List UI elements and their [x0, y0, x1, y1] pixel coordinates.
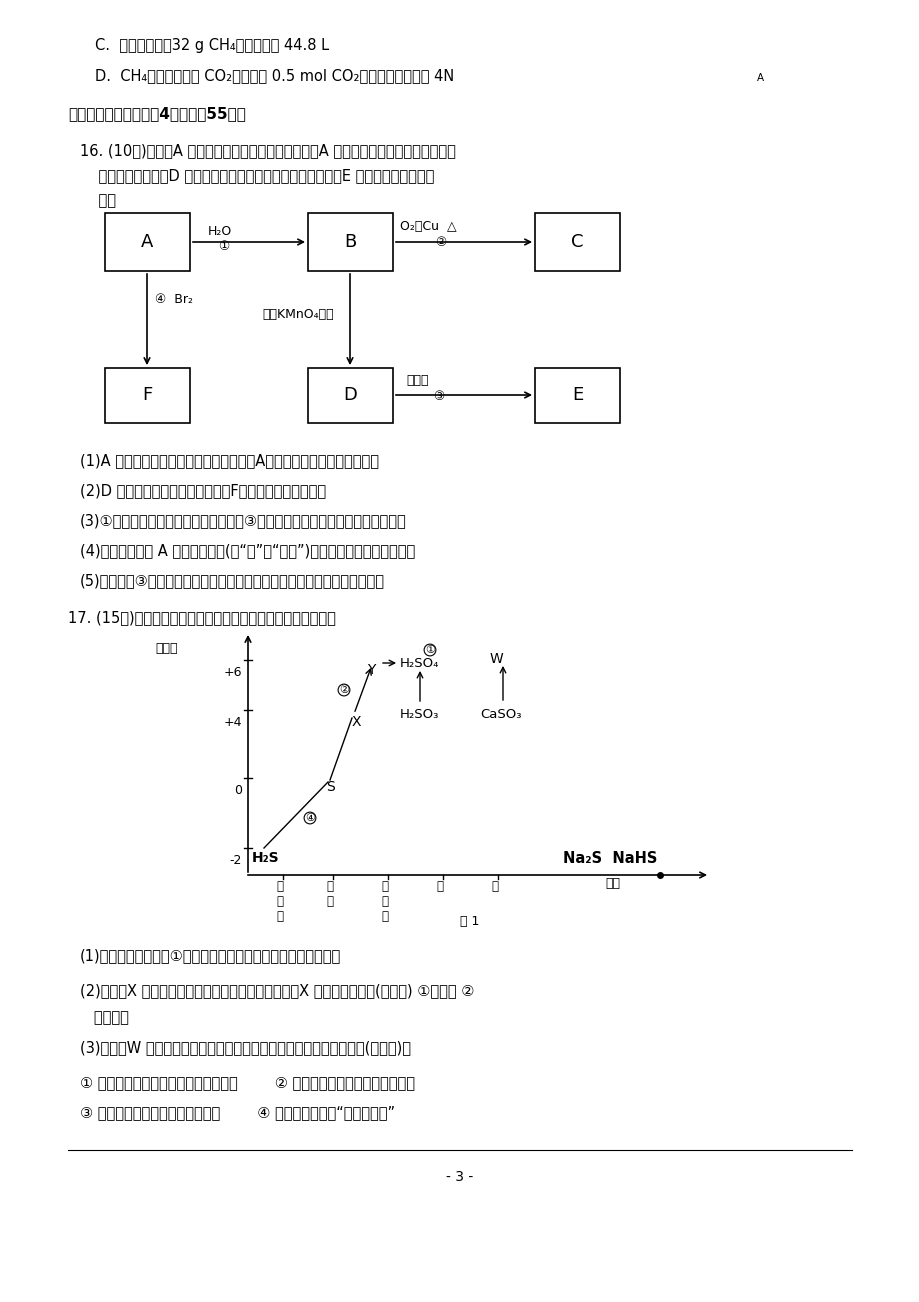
Text: 物。: 物。 [80, 193, 116, 208]
Text: (3)图中，W 在医疗上可用作石膏绢带，关于它的用途还有＿＿＿＿＿(填数字)。: (3)图中，W 在医疗上可用作石膏绢带，关于它的用途还有＿＿＿＿＿(填数字)。 [80, 1040, 411, 1055]
Text: ③: ③ [433, 391, 444, 404]
Text: (2)图中，X 的化学式为＿＿＿＿＿，从化合价上看，X 具有＿＿＿＿＿(填数字) ①氧化性 ②: (2)图中，X 的化学式为＿＿＿＿＿，从化合价上看，X 具有＿＿＿＿＿(填数字)… [80, 983, 474, 999]
Text: S: S [325, 780, 335, 794]
Text: - 3 -: - 3 - [446, 1170, 473, 1184]
Bar [308, 368, 392, 423]
Text: D: D [343, 387, 357, 405]
Text: X: X [352, 715, 361, 729]
Text: Y: Y [367, 663, 375, 677]
Text: 化合价: 化合价 [154, 642, 177, 655]
Text: E: E [572, 387, 583, 405]
Text: (2)D 的结构简式是＿＿＿＿＿＿；F的名称是＿＿＿＿＿。: (2)D 的结构简式是＿＿＿＿＿＿；F的名称是＿＿＿＿＿。 [80, 483, 325, 497]
Text: 氧
化
物: 氧 化 物 [380, 880, 388, 923]
Text: +4: +4 [223, 716, 242, 729]
Text: F: F [142, 387, 153, 405]
Text: H₂SO₄: H₂SO₄ [400, 658, 439, 671]
Text: 盐: 盐 [491, 880, 497, 893]
Text: 17. (15分)依据图中硫元素及其化合物的转化关系，回答问题：: 17. (15分)依据图中硫元素及其化合物的转化关系，回答问题： [68, 611, 335, 625]
Text: C.  标准状况下，32 g CH₄的体积约为 44.8 L: C. 标准状况下，32 g CH₄的体积约为 44.8 L [95, 38, 329, 53]
Text: 浓硬酸: 浓硬酸 [405, 374, 428, 387]
Text: 图 1: 图 1 [460, 915, 479, 928]
Text: -2: -2 [230, 854, 242, 867]
Text: 二、非选择题，本题共4小题，全55分。: 二、非选择题，本题共4小题，全55分。 [68, 105, 245, 121]
Text: ②: ② [435, 236, 446, 249]
Text: (1)图中，请写出反应①的离子方程式＿＿＿＿＿＿＿＿＿＿＿。: (1)图中，请写出反应①的离子方程式＿＿＿＿＿＿＿＿＿＿＿。 [80, 948, 341, 963]
Text: H₂SO₃: H₂SO₃ [400, 708, 439, 721]
Bar [105, 368, 190, 423]
Text: ④  Br₂: ④ Br₂ [154, 293, 193, 306]
Text: 酸: 酸 [436, 880, 443, 893]
Bar [535, 368, 619, 423]
Text: (5)写出反应③的化学方程式：＿＿＿＿＿＿＿＿＿＿＿＿＿＿＿＿＿＿＿。: (5)写出反应③的化学方程式：＿＿＿＿＿＿＿＿＿＿＿＿＿＿＿＿＿＿＿。 [80, 573, 384, 589]
Text: ③ 在美术上，可用来制作各种模型        ④ 在日常生活中，“卤水点豆腐”: ③ 在美术上，可用来制作各种模型 ④ 在日常生活中，“卤水点豆腐” [80, 1105, 394, 1120]
Text: C: C [571, 233, 584, 251]
Text: A: A [142, 233, 153, 251]
Bar [308, 214, 392, 271]
Text: (4)当甲烷中混有 A 时，＿＿＿＿(填“能”或“不能”)用酸性高锴酸钔溢液除去。: (4)当甲烷中混有 A 时，＿＿＿＿(填“能”或“不能”)用酸性高锴酸钔溢液除去… [80, 543, 414, 559]
Text: ① 在工业上，可来调节水泥的硬化速率        ② 在食品中，可用来作营养强化剂: ① 在工业上，可来调节水泥的硬化速率 ② 在食品中，可用来作营养强化剂 [80, 1075, 414, 1090]
Text: ①: ① [218, 240, 229, 253]
Text: 油化工发展水平，D 是日常生活中常用的调味品的主要成分，E 是具有果香味的有机: 油化工发展水平，D 是日常生活中常用的调味品的主要成分，E 是具有果香味的有机 [80, 168, 434, 184]
Text: 还原性。: 还原性。 [80, 1010, 129, 1025]
Text: A: A [756, 73, 764, 83]
Text: H₂S: H₂S [252, 852, 279, 865]
Text: H₂O: H₂O [208, 225, 232, 238]
Text: Na₂S  NaHS: Na₂S NaHS [562, 852, 657, 866]
Bar [535, 214, 619, 271]
Text: B: B [344, 233, 357, 251]
Text: (1)A 分子中官能团名称是＿＿＿＿＿＿；A的电子式为＿＿＿＿＿＿＿。: (1)A 分子中官能团名称是＿＿＿＿＿＿；A的电子式为＿＿＿＿＿＿＿。 [80, 453, 379, 467]
Text: 单
质: 单 质 [325, 880, 333, 907]
Text: +6: +6 [223, 667, 242, 680]
Bar [105, 214, 190, 271]
Text: CaSO₃: CaSO₃ [480, 708, 521, 721]
Text: ④: ④ [305, 812, 314, 823]
Text: ②: ② [338, 685, 348, 695]
Text: 氢
化
物: 氢 化 物 [276, 880, 283, 923]
Text: D.  CH₄完全燃烧生成 CO₂，若生成 0.5 mol CO₂，转移的电子数为 4N: D. CH₄完全燃烧生成 CO₂，若生成 0.5 mol CO₂，转移的电子数为… [95, 68, 454, 83]
Text: 0: 0 [233, 784, 242, 797]
Text: (3)①的有机化学反应类型为＿＿＿＿；③的有机化学反应类型为＿＿＿＿＿＿。: (3)①的有机化学反应类型为＿＿＿＿；③的有机化学反应类型为＿＿＿＿＿＿。 [80, 513, 406, 529]
Text: 16. (10分)已知：A 是来自石油的重要有机化工原料，A 的产量可以用来衡量一个国家石: 16. (10分)已知：A 是来自石油的重要有机化工原料，A 的产量可以用来衡量… [80, 143, 456, 158]
Text: 酸性KMnO₄溶液: 酸性KMnO₄溶液 [262, 309, 334, 322]
Text: O₂和Cu  △: O₂和Cu △ [400, 220, 456, 233]
Text: 类别: 类别 [605, 878, 619, 891]
Text: ①: ① [425, 644, 435, 655]
Text: W: W [490, 652, 504, 667]
